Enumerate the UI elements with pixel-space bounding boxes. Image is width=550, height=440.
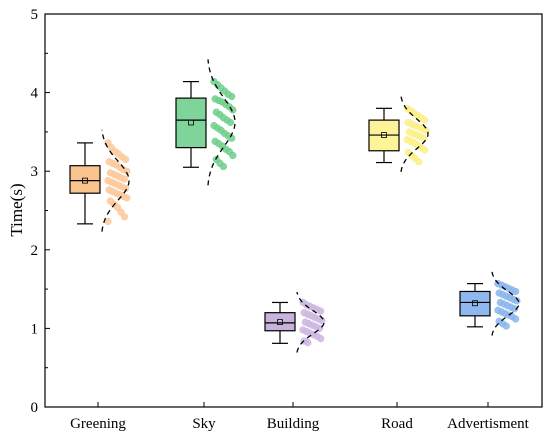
data-point: [415, 158, 423, 166]
data-point: [316, 334, 325, 343]
data-point: [510, 305, 519, 313]
box-group-advertisment: [459, 271, 521, 336]
data-point: [229, 151, 237, 160]
data-point: [419, 134, 428, 142]
box-groups: [69, 59, 521, 353]
data-point: [120, 175, 129, 183]
box-group-building: [264, 291, 326, 353]
data-point: [121, 184, 130, 193]
data-point: [226, 118, 235, 127]
box-group-road: [368, 95, 430, 173]
box-group-greening: [69, 129, 131, 232]
y-tick-label: 1: [31, 321, 39, 337]
x-tick-label: Sky: [192, 416, 216, 432]
data-point: [123, 167, 131, 175]
data-point: [511, 315, 520, 323]
y-tick-label: 2: [31, 243, 39, 259]
y-tick-label: 3: [31, 164, 39, 180]
mean-marker: [381, 132, 387, 138]
data-point: [304, 338, 312, 347]
data-point: [123, 194, 131, 202]
distribution-curve: [296, 291, 325, 353]
data-point: [420, 146, 429, 154]
box-group-sky: [175, 59, 237, 186]
data-point: [420, 116, 429, 124]
x-tick-label: Building: [267, 416, 320, 432]
mean-marker: [82, 177, 88, 184]
data-point: [120, 213, 129, 221]
y-tick-label: 4: [31, 86, 39, 102]
data-point: [502, 322, 510, 330]
x-tick-label: Road: [381, 416, 413, 432]
x-tick-label: Greening: [70, 416, 126, 432]
mean-marker: [277, 319, 283, 326]
distribution-curve: [400, 95, 429, 173]
iqr-box: [264, 312, 296, 332]
distribution-curve: [491, 271, 520, 336]
iqr-box: [175, 97, 207, 149]
iqr-box: [459, 290, 491, 317]
iqr-box: [69, 165, 101, 194]
data-point: [121, 155, 130, 164]
data-point: [316, 307, 325, 315]
data-point: [227, 92, 236, 101]
y-axis: 0 1 2 3 4 5: [31, 7, 50, 416]
data-point: [513, 297, 521, 305]
y-axis-title: Time(s): [7, 183, 26, 236]
y-tick-label: 0: [31, 400, 39, 416]
mean-marker: [472, 300, 478, 307]
distribution-curve: [101, 129, 130, 232]
x-tick-label: Advertisment: [447, 416, 529, 432]
data-point: [511, 287, 520, 296]
x-axis: Greening Sky Building Road Advertisment: [70, 402, 530, 432]
distribution-curve: [207, 59, 236, 186]
y-tick-label: 5: [31, 7, 39, 23]
mean-marker: [188, 119, 194, 126]
data-point: [219, 162, 228, 171]
